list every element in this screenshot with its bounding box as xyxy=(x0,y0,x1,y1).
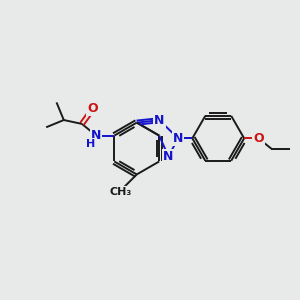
Text: N: N xyxy=(163,150,174,163)
Text: O: O xyxy=(253,132,264,145)
Text: CH₃: CH₃ xyxy=(110,187,132,196)
Text: N: N xyxy=(154,114,165,127)
Text: H: H xyxy=(86,139,95,149)
Text: N: N xyxy=(173,132,183,145)
Text: O: O xyxy=(88,102,98,116)
Text: N: N xyxy=(91,129,101,142)
